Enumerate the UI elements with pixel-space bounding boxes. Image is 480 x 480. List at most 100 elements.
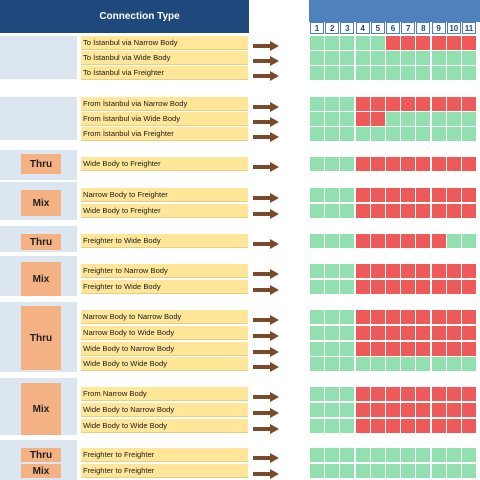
availability-cell bbox=[325, 204, 340, 218]
connection-label: From Narrow Body bbox=[81, 387, 248, 401]
availability-cell bbox=[310, 112, 324, 126]
availability-cell bbox=[386, 464, 400, 478]
availability-cell bbox=[401, 157, 416, 171]
availability-cell bbox=[386, 310, 400, 324]
availability-cell bbox=[446, 127, 461, 141]
availability-cell bbox=[310, 310, 324, 324]
right-arrow-icon bbox=[253, 421, 279, 434]
availability-cell bbox=[401, 464, 416, 478]
availability-cell bbox=[401, 326, 416, 340]
availability-cell bbox=[446, 419, 461, 433]
availability-cell bbox=[325, 234, 340, 248]
availability-cell bbox=[416, 326, 431, 340]
availability-cell bbox=[462, 66, 476, 80]
availability-cell bbox=[386, 204, 400, 218]
availability-cell bbox=[462, 280, 476, 294]
column-number: 9 bbox=[431, 22, 446, 34]
availability-cell bbox=[446, 464, 461, 478]
availability-cell bbox=[416, 419, 431, 433]
availability-cell bbox=[431, 66, 446, 80]
right-arrow-icon bbox=[253, 282, 279, 295]
availability-cell bbox=[340, 188, 355, 202]
availability-cell bbox=[462, 127, 476, 141]
availability-cell bbox=[310, 326, 324, 340]
right-arrow-icon bbox=[253, 236, 279, 249]
availability-cell bbox=[386, 419, 400, 433]
availability-cell bbox=[416, 357, 431, 371]
availability-cell bbox=[355, 403, 370, 417]
connection-category-tag: Mix bbox=[21, 464, 61, 478]
availability-cell bbox=[462, 112, 476, 126]
availability-cell bbox=[431, 464, 446, 478]
availability-cell bbox=[355, 357, 370, 371]
connection-label: Wide Body to Wide Body bbox=[81, 419, 248, 433]
availability-cell bbox=[446, 204, 461, 218]
availability-cell bbox=[310, 36, 324, 50]
availability-cell bbox=[446, 403, 461, 417]
connection-label: Wide Body to Freighter bbox=[81, 157, 248, 171]
availability-cell bbox=[386, 66, 400, 80]
availability-cell bbox=[446, 342, 461, 356]
availability-cell bbox=[310, 357, 324, 371]
availability-cell bbox=[325, 387, 340, 401]
availability-cell bbox=[325, 97, 340, 111]
availability-cell bbox=[355, 188, 370, 202]
availability-cell bbox=[386, 51, 400, 65]
connection-label: Wide Body to Wide Body bbox=[81, 357, 248, 371]
availability-cell bbox=[340, 357, 355, 371]
availability-cell bbox=[401, 387, 416, 401]
availability-cell bbox=[310, 157, 324, 171]
availability-cell bbox=[431, 326, 446, 340]
availability-cell bbox=[401, 127, 416, 141]
right-arrow-icon bbox=[253, 328, 279, 341]
availability-cell bbox=[370, 387, 385, 401]
availability-cell bbox=[401, 342, 416, 356]
availability-cell bbox=[355, 66, 370, 80]
availability-cell bbox=[431, 342, 446, 356]
availability-cell bbox=[446, 112, 461, 126]
availability-cell bbox=[355, 234, 370, 248]
availability-cell bbox=[355, 112, 370, 126]
availability-cell bbox=[446, 234, 461, 248]
connection-label: Narrow Body to Narrow Body bbox=[81, 310, 248, 324]
availability-cell bbox=[416, 234, 431, 248]
availability-cell bbox=[446, 387, 461, 401]
right-arrow-icon bbox=[253, 466, 279, 479]
availability-cell bbox=[416, 280, 431, 294]
availability-cell bbox=[340, 66, 355, 80]
availability-cell bbox=[340, 127, 355, 141]
availability-cell bbox=[355, 448, 370, 462]
availability-cell bbox=[310, 264, 324, 278]
availability-cell bbox=[310, 66, 324, 80]
connection-label: From İstanbul via Narrow Body bbox=[81, 97, 248, 111]
availability-cell bbox=[431, 357, 446, 371]
availability-cell bbox=[462, 234, 476, 248]
availability-cell bbox=[310, 403, 324, 417]
availability-cell bbox=[462, 264, 476, 278]
row-group-band bbox=[0, 36, 77, 79]
right-arrow-icon bbox=[253, 266, 279, 279]
connection-category-tag: Thru bbox=[21, 306, 61, 370]
connection-label: Wide Body to Narrow Body bbox=[81, 342, 248, 356]
right-arrow-icon bbox=[253, 312, 279, 325]
column-number: 2 bbox=[325, 22, 340, 34]
availability-cell bbox=[446, 66, 461, 80]
availability-cell bbox=[386, 112, 400, 126]
availability-cell bbox=[340, 310, 355, 324]
connection-label: Freighter to Wide Body bbox=[81, 280, 248, 294]
availability-cell bbox=[310, 280, 324, 294]
availability-cell bbox=[355, 387, 370, 401]
availability-cell bbox=[431, 36, 446, 50]
availability-cell bbox=[325, 342, 340, 356]
availability-cell bbox=[370, 51, 385, 65]
availability-cell bbox=[462, 310, 476, 324]
availability-cell bbox=[416, 342, 431, 356]
availability-cell bbox=[386, 188, 400, 202]
availability-cell bbox=[370, 326, 385, 340]
availability-cell bbox=[310, 419, 324, 433]
availability-cell bbox=[325, 112, 340, 126]
availability-cell bbox=[370, 36, 385, 50]
availability-cell bbox=[416, 464, 431, 478]
connection-label: Wide Body to Narrow Body bbox=[81, 403, 248, 417]
connection-label: From İstanbul via Freighter bbox=[81, 127, 248, 141]
